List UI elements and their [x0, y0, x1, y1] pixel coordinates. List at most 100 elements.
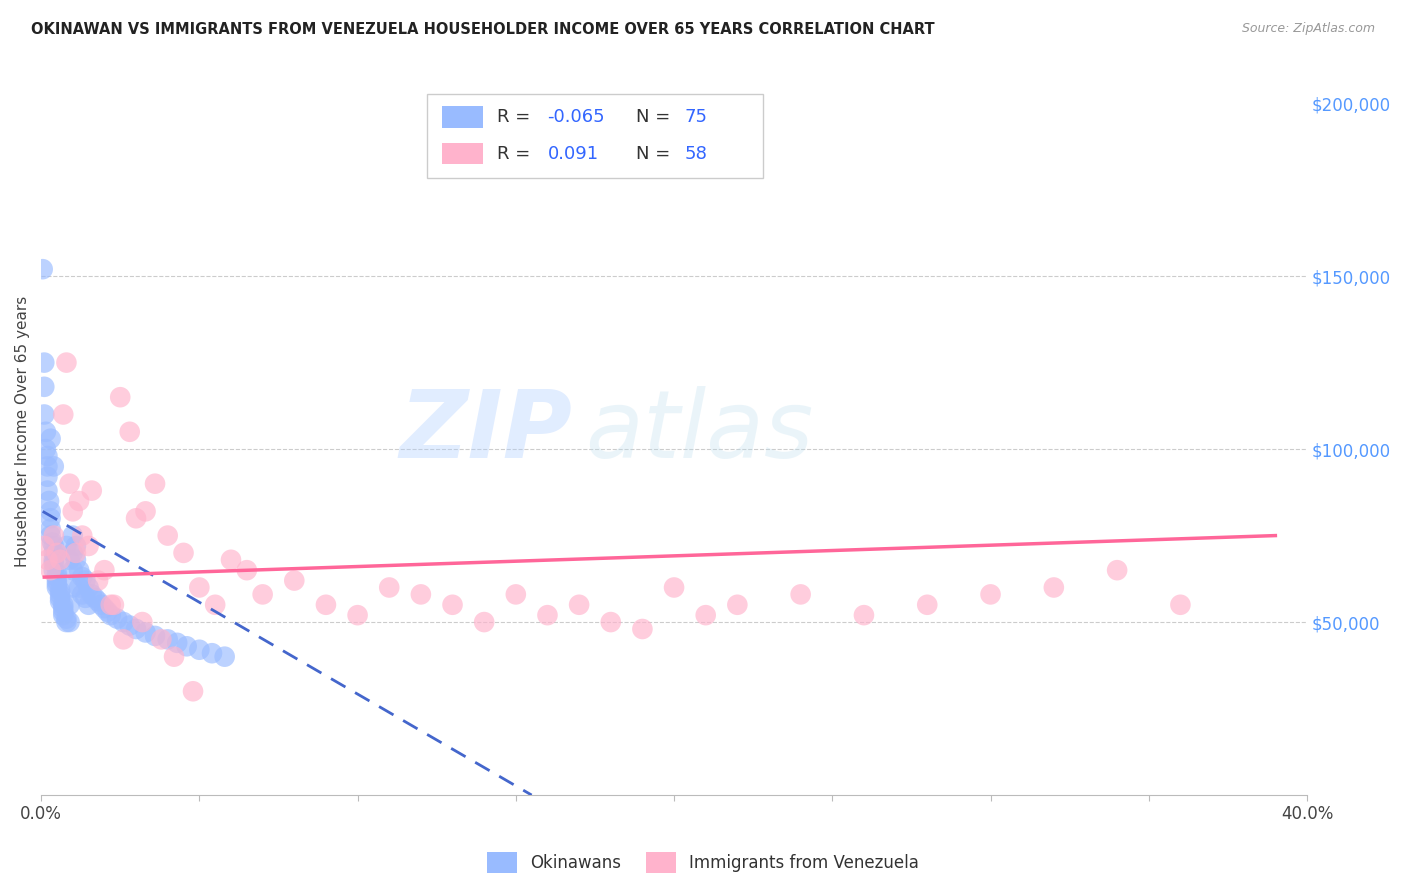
Point	[49, 587, 72, 601]
Point	[1170, 598, 1192, 612]
Point	[42, 459, 65, 474]
Point	[789, 587, 811, 601]
Point	[125, 622, 148, 636]
Point	[378, 581, 401, 595]
Point	[32, 408, 55, 422]
Point	[97, 605, 120, 619]
Point	[65, 546, 87, 560]
Point	[39, 528, 62, 542]
Point	[125, 511, 148, 525]
Point	[55, 539, 77, 553]
Point	[62, 528, 84, 542]
Point	[188, 581, 211, 595]
Point	[52, 601, 75, 615]
Point	[37, 449, 59, 463]
Point	[166, 636, 188, 650]
Point	[39, 432, 62, 446]
Text: 0.091: 0.091	[547, 145, 599, 162]
Point	[1107, 563, 1129, 577]
Point	[204, 598, 226, 612]
Point	[143, 476, 166, 491]
Point	[173, 546, 195, 560]
Point	[536, 608, 558, 623]
Point	[72, 587, 94, 601]
Point	[201, 646, 224, 660]
Text: Source: ZipAtlas.com: Source: ZipAtlas.com	[1241, 22, 1375, 36]
Point	[188, 642, 211, 657]
Point	[84, 591, 107, 605]
Point	[75, 591, 97, 605]
Point	[93, 601, 115, 615]
Point	[52, 408, 75, 422]
Point	[87, 594, 110, 608]
Text: 58: 58	[685, 145, 707, 162]
Bar	[427, 94, 762, 178]
Point	[163, 649, 186, 664]
Point	[49, 553, 72, 567]
Point	[32, 380, 55, 394]
Point	[143, 629, 166, 643]
Point	[45, 546, 67, 560]
Point	[236, 563, 259, 577]
Point	[87, 574, 110, 588]
Point	[75, 574, 97, 588]
Point	[505, 587, 527, 601]
Point	[42, 556, 65, 570]
Point	[58, 598, 80, 612]
Point	[131, 615, 153, 629]
Point	[49, 583, 72, 598]
Point	[42, 553, 65, 567]
Text: atlas: atlas	[585, 386, 814, 477]
Point	[55, 612, 77, 626]
Point	[80, 483, 103, 498]
Point	[67, 563, 90, 577]
Legend: Okinawans, Immigrants from Venezuela: Okinawans, Immigrants from Venezuela	[479, 846, 927, 880]
Point	[346, 608, 368, 623]
Point	[103, 598, 125, 612]
Point	[695, 608, 717, 623]
Point	[52, 598, 75, 612]
Point	[45, 574, 67, 588]
Point	[72, 570, 94, 584]
Point	[55, 355, 77, 369]
Point	[67, 494, 90, 508]
Point	[725, 598, 748, 612]
Point	[77, 581, 100, 595]
Point	[915, 598, 938, 612]
Point	[45, 570, 67, 584]
Point	[55, 615, 77, 629]
Point	[93, 563, 115, 577]
Point	[118, 618, 141, 632]
Bar	[443, 106, 482, 128]
Point	[77, 539, 100, 553]
Bar	[443, 143, 482, 164]
Point	[42, 563, 65, 577]
Point	[45, 581, 67, 595]
Point	[65, 553, 87, 567]
Point	[58, 615, 80, 629]
Point	[252, 587, 274, 601]
Y-axis label: Householder Income Over 65 years: Householder Income Over 65 years	[15, 296, 30, 567]
Point	[176, 640, 198, 654]
Point	[568, 598, 591, 612]
Point	[409, 587, 432, 601]
Point	[112, 632, 135, 647]
Point	[100, 598, 122, 612]
Point	[37, 459, 59, 474]
Point	[38, 494, 60, 508]
Point	[283, 574, 305, 588]
Point	[62, 563, 84, 577]
Point	[58, 553, 80, 567]
Text: R =: R =	[496, 145, 541, 162]
Point	[631, 622, 654, 636]
Point	[32, 355, 55, 369]
Point	[150, 632, 173, 647]
Point	[472, 615, 495, 629]
Point	[62, 546, 84, 560]
Text: R =: R =	[496, 108, 536, 126]
Point	[599, 615, 621, 629]
Point	[214, 649, 236, 664]
Text: N =: N =	[636, 108, 676, 126]
Point	[39, 563, 62, 577]
Point	[852, 608, 875, 623]
